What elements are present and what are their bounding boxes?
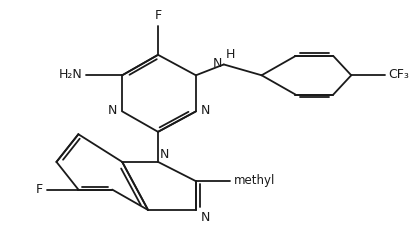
Text: F: F — [154, 9, 162, 22]
Text: N: N — [160, 148, 169, 161]
Text: F: F — [35, 183, 42, 196]
Text: H: H — [226, 48, 235, 61]
Text: N: N — [201, 104, 210, 117]
Text: N: N — [213, 58, 222, 70]
Text: methyl: methyl — [234, 174, 275, 187]
Text: CF₃: CF₃ — [388, 68, 409, 81]
Text: N: N — [108, 104, 117, 117]
Text: H₂N: H₂N — [59, 68, 82, 81]
Text: N: N — [201, 211, 210, 224]
